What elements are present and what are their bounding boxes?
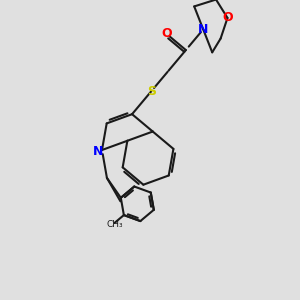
Text: S: S xyxy=(147,85,156,98)
Text: CH₃: CH₃ xyxy=(106,220,123,229)
Text: O: O xyxy=(222,11,233,24)
Text: N: N xyxy=(198,23,208,36)
Text: O: O xyxy=(161,27,172,40)
Text: N: N xyxy=(93,145,103,158)
